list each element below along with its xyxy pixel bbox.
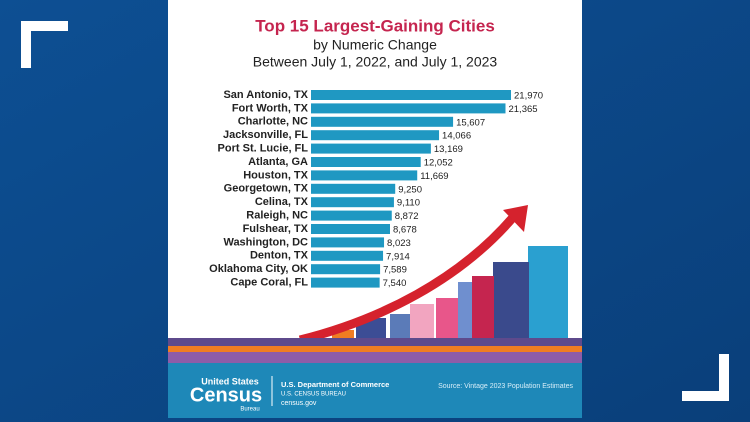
- chart-subtitle: Between July 1, 2022, and July 1, 2023: [253, 54, 498, 70]
- logo-text: Bureau: [240, 407, 259, 413]
- value-label: 7,540: [383, 278, 407, 289]
- category-label: Raleigh, NC: [246, 210, 308, 222]
- skyline-illustration: [168, 205, 582, 363]
- category-label: Celina, TX: [255, 196, 309, 208]
- category-label: Fulshear, TX: [243, 223, 309, 235]
- bar: [311, 210, 392, 221]
- bar: [311, 277, 380, 288]
- bureau: U.S. CENSUS BUREAU: [281, 392, 346, 398]
- bar: [311, 103, 506, 114]
- bar: [311, 170, 418, 181]
- category-label: Atlanta, GA: [248, 156, 308, 168]
- category-label: Cape Coral, FL: [230, 277, 308, 289]
- category-label: Houston, TX: [243, 169, 308, 181]
- value-label: 7,589: [383, 265, 407, 276]
- bar: [311, 237, 385, 248]
- corner-bracket: [21, 21, 68, 68]
- value-label: 12,052: [424, 158, 453, 169]
- source: Source: Vintage 2023 Population Estimate…: [438, 383, 573, 390]
- category-label: Port St. Lucie, FL: [218, 143, 309, 155]
- value-label: 21,365: [508, 104, 537, 115]
- value-label: 8,678: [393, 225, 417, 236]
- category-label: Georgetown, TX: [224, 183, 309, 195]
- bar: [311, 130, 440, 141]
- logo-text: United States: [201, 376, 259, 386]
- value-label: 7,914: [386, 251, 410, 262]
- value-label: 9,250: [398, 184, 422, 195]
- bar: [311, 224, 390, 234]
- value-label: 21,970: [514, 91, 543, 102]
- bar: [311, 264, 381, 275]
- value-label: 15,607: [456, 117, 485, 128]
- category-label: Oklahoma City, OK: [209, 263, 308, 275]
- value-label: 13,169: [434, 144, 463, 155]
- bar: [311, 116, 454, 127]
- value-label: 8,023: [387, 238, 411, 249]
- bar: [311, 157, 421, 167]
- bar: [311, 143, 431, 154]
- department: U.S. Department of Commerce: [281, 380, 389, 389]
- bar: [311, 197, 394, 208]
- value-label: 11,669: [420, 171, 448, 182]
- category-label: Washington, DC: [223, 236, 308, 248]
- corner-bracket: [682, 354, 729, 401]
- category-label: San Antonio, TX: [223, 89, 308, 101]
- chart-title: Top 15 Largest-Gaining Cities: [255, 16, 495, 35]
- website: census.gov: [281, 400, 317, 407]
- value-label: 9,110: [397, 198, 420, 209]
- bar: [311, 183, 396, 194]
- logo-text: Census: [190, 384, 262, 406]
- category-label: Fort Worth, TX: [232, 102, 309, 114]
- chart-subtitle: by Numeric Change: [313, 37, 437, 53]
- value-label: 8,872: [395, 211, 419, 222]
- bar: [311, 250, 384, 261]
- category-label: Denton, TX: [250, 250, 309, 262]
- category-label: Jacksonville, FL: [223, 129, 308, 141]
- category-label: Charlotte, NC: [238, 116, 308, 128]
- footer-band: [168, 363, 582, 418]
- value-label: 14,066: [442, 131, 471, 142]
- bar: [311, 90, 511, 100]
